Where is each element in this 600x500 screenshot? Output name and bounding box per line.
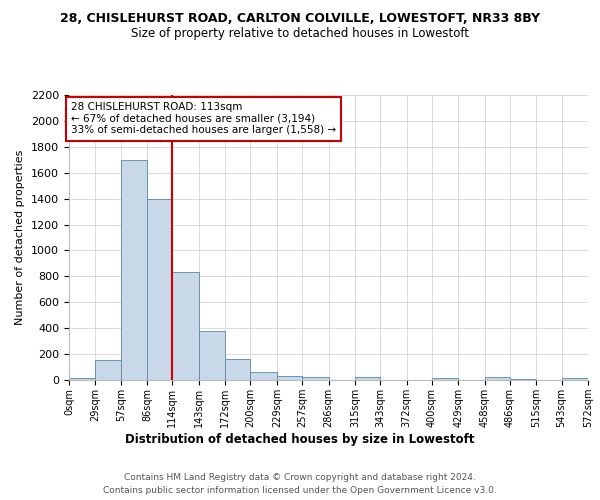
Bar: [355, 378, 380, 380]
Bar: [510, 378, 536, 380]
Text: Distribution of detached houses by size in Lowestoft: Distribution of detached houses by size …: [125, 432, 475, 446]
Text: Contains HM Land Registry data © Crown copyright and database right 2024.: Contains HM Land Registry data © Crown c…: [124, 472, 476, 482]
Text: Size of property relative to detached houses in Lowestoft: Size of property relative to detached ho…: [131, 28, 469, 40]
Y-axis label: Number of detached properties: Number of detached properties: [16, 150, 25, 325]
Bar: [69, 378, 95, 380]
Text: 28, CHISLEHURST ROAD, CARLTON COLVILLE, LOWESTOFT, NR33 8BY: 28, CHISLEHURST ROAD, CARLTON COLVILLE, …: [60, 12, 540, 26]
Bar: [277, 376, 302, 380]
Bar: [172, 272, 199, 380]
Bar: [562, 378, 588, 380]
Bar: [95, 360, 121, 380]
Bar: [225, 358, 250, 380]
Bar: [250, 372, 277, 380]
Bar: [121, 160, 147, 380]
Bar: [432, 378, 458, 380]
Bar: [485, 378, 510, 380]
Bar: [199, 331, 225, 380]
Text: Contains public sector information licensed under the Open Government Licence v3: Contains public sector information licen…: [103, 486, 497, 495]
Bar: [147, 198, 172, 380]
Bar: [302, 377, 329, 380]
Text: 28 CHISLEHURST ROAD: 113sqm
← 67% of detached houses are smaller (3,194)
33% of : 28 CHISLEHURST ROAD: 113sqm ← 67% of det…: [71, 102, 336, 136]
